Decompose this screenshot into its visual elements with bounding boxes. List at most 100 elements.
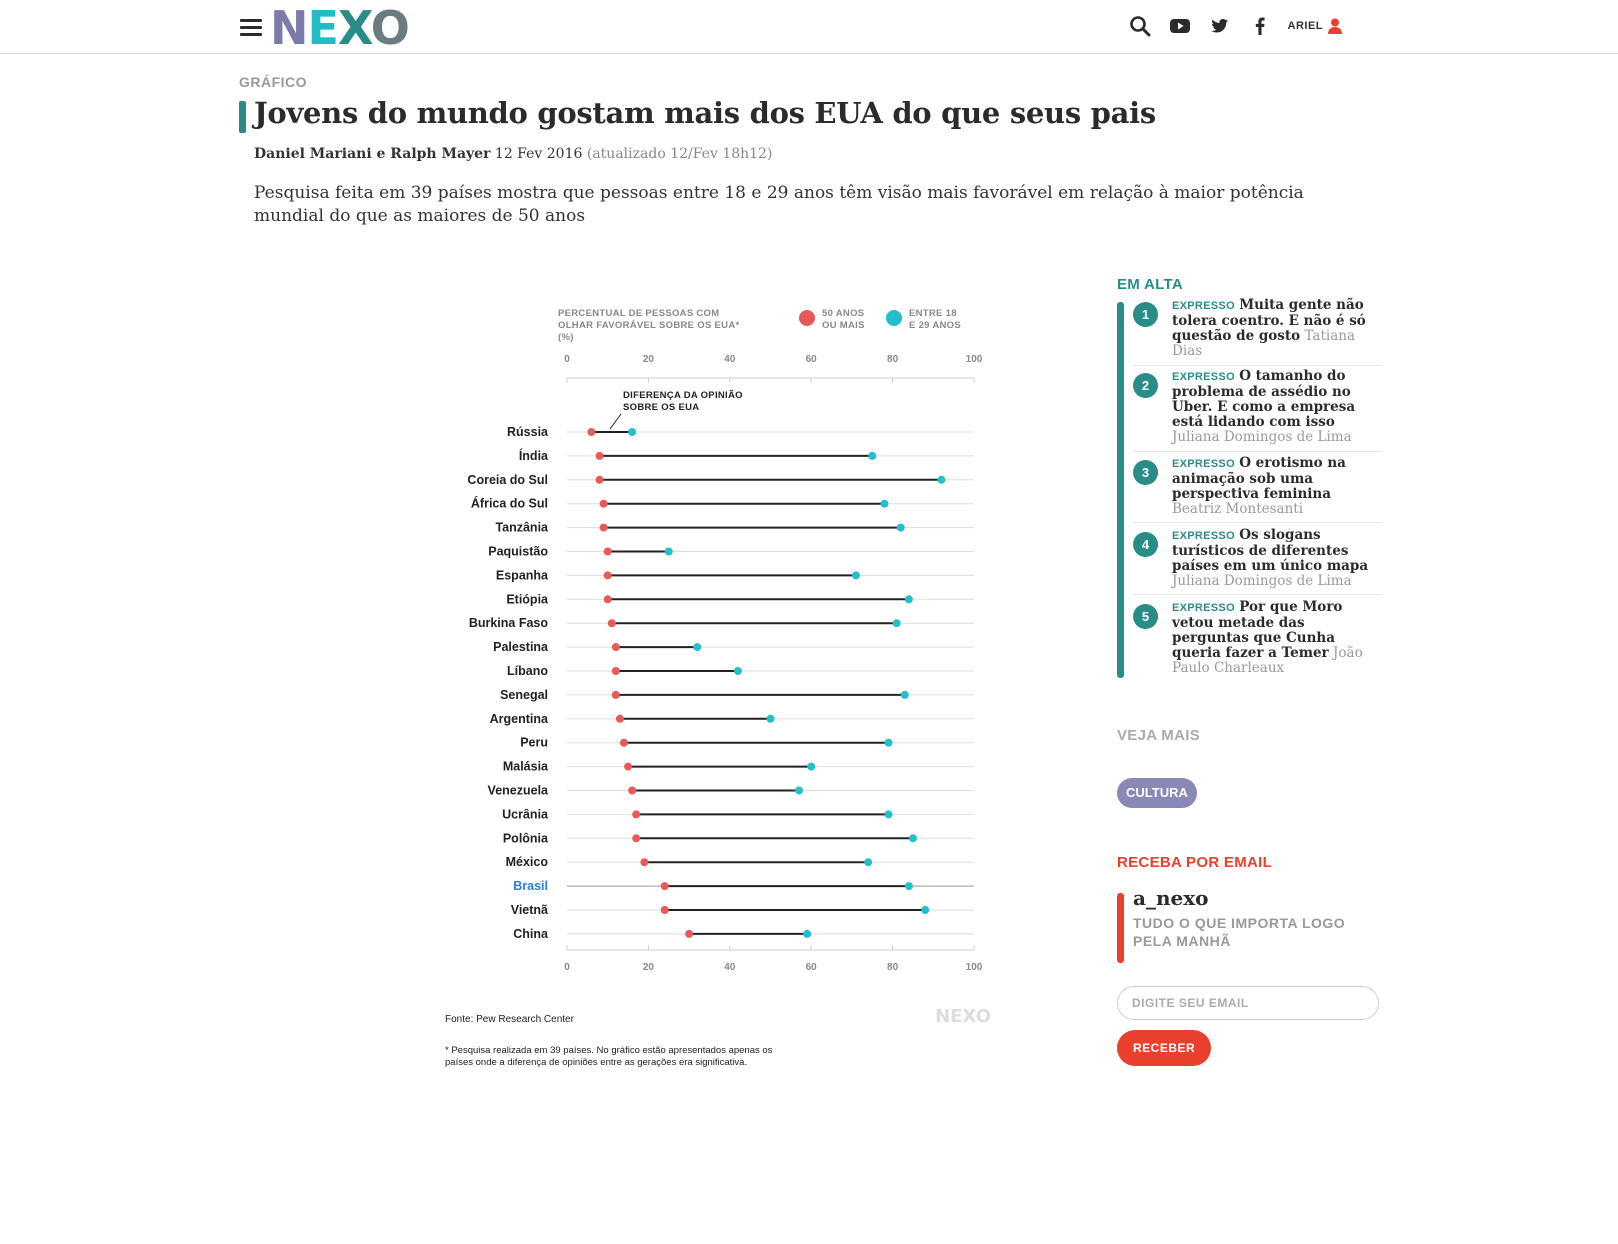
authors[interactable]: Daniel Mariani e Ralph Mayer (254, 146, 491, 162)
young-point (693, 643, 702, 652)
title-accent-bar (239, 101, 246, 133)
logo-letter: X (337, 1, 372, 55)
young-point (864, 858, 873, 867)
trending-item[interactable]: 4 EXPRESSO Os slogans turísticos de dife… (1133, 528, 1381, 595)
rank-badge: 4 (1133, 532, 1158, 557)
menu-icon[interactable] (240, 19, 262, 37)
annotation-leader (609, 413, 622, 430)
old-point (595, 451, 604, 460)
article-kicker[interactable]: GRÁFICO (239, 74, 308, 90)
young-point (896, 523, 905, 532)
trending-author: Juliana Domingos de Lima (1172, 573, 1352, 589)
trending-item[interactable]: 1 EXPRESSO Muita gente não tolera coentr… (1133, 298, 1381, 366)
old-point (640, 858, 649, 867)
logo-letter: N (270, 1, 308, 55)
old-point (599, 499, 608, 508)
country-label: Brasil (513, 879, 548, 893)
young-point (803, 929, 812, 938)
facebook-icon[interactable] (1248, 14, 1272, 38)
old-point (607, 619, 616, 628)
trending-text: EXPRESSO O tamanho do problema de assédi… (1172, 369, 1380, 445)
old-point (628, 786, 637, 795)
chart-source: Fonte: Pew Research Center (445, 1014, 575, 1025)
trending-title[interactable]: Muita gente não tolera coentro. E não é … (1172, 297, 1366, 344)
rank-badge: 1 (1133, 302, 1158, 327)
x-tick-label: 80 (887, 962, 899, 973)
young-point (851, 571, 860, 580)
chart-title-line: OLHAR FAVORÁVEL SOBRE OS EUA* (558, 320, 739, 331)
country-label: Peru (520, 736, 548, 750)
x-tick-label: 40 (724, 962, 736, 973)
chart-title-line: PERCENTUAL DE PESSOAS COM (558, 308, 719, 319)
country-label: África do Sul (471, 496, 548, 511)
trending-text: EXPRESSO O erotismo na animação sob uma … (1172, 456, 1380, 517)
young-point (884, 810, 893, 819)
old-point (611, 667, 620, 675)
annotation-label: SOBRE OS EUA (623, 402, 699, 413)
section-tag: EXPRESSO (1172, 371, 1235, 383)
trending-item[interactable]: 2 EXPRESSO O tamanho do problema de assé… (1133, 369, 1381, 452)
header-actions: ARIEL (1128, 14, 1344, 38)
nexo-logo[interactable]: NEXO (270, 1, 410, 55)
country-label: Malásia (503, 760, 549, 774)
old-point (632, 834, 641, 843)
legend-marker (799, 310, 815, 326)
country-label: Palestina (493, 640, 549, 654)
newsletter-accent-bar (1117, 893, 1124, 963)
young-point (908, 834, 917, 843)
country-label: Venezuela (488, 784, 549, 798)
country-label: Burkina Faso (469, 616, 549, 630)
top-bar: NEXO ARIEL (0, 0, 1618, 54)
section-tag: EXPRESSO (1172, 300, 1235, 312)
article-title: Jovens do mundo gostam mais dos EUA do q… (254, 96, 1156, 130)
old-point (599, 523, 608, 532)
country-label: Espanha (496, 568, 549, 582)
newsletter-heading: RECEBA POR EMAIL (1117, 854, 1273, 871)
rank-badge: 3 (1133, 460, 1158, 485)
trending-title[interactable]: O tamanho do problema de assédio no Uber… (1172, 368, 1356, 430)
annotation-label: DIFERENÇA DA OPINIÃO (623, 390, 743, 401)
trending-title[interactable]: Os slogans turísticos de diferentes país… (1172, 527, 1369, 574)
search-icon[interactable] (1128, 14, 1152, 38)
section-tag: EXPRESSO (1172, 602, 1235, 614)
young-point (884, 738, 893, 747)
twitter-icon[interactable] (1208, 14, 1232, 38)
user-name[interactable]: ARIEL (1287, 20, 1323, 32)
user-icon[interactable] (1327, 14, 1343, 38)
youtube-icon[interactable] (1168, 14, 1192, 38)
newsletter-description: TUDO O QUE IMPORTA LOGO PELA MANHÃ (1133, 915, 1346, 949)
young-point (880, 499, 889, 508)
email-input[interactable] (1117, 986, 1379, 1020)
country-label: China (513, 927, 549, 941)
section-tag: EXPRESSO (1172, 530, 1235, 542)
country-label: Índia (519, 448, 549, 463)
chart-title-line: (%) (558, 332, 574, 343)
em-alta-heading: EM ALTA (1117, 276, 1183, 293)
x-tick-label: 100 (966, 962, 983, 973)
young-point (892, 619, 901, 628)
country-label: Ucrânia (502, 807, 549, 821)
cultura-tag[interactable]: CULTURA (1117, 778, 1197, 808)
receber-button[interactable]: RECEBER (1117, 1030, 1212, 1066)
trending-author: João Paulo Charleaux (1172, 645, 1363, 676)
country-label: Coreia do Sul (467, 473, 548, 487)
trending-title[interactable]: Por que Moro vetou metade das perguntas … (1172, 599, 1343, 661)
article-lede: Pesquisa feita em 39 países mostra que p… (254, 183, 1304, 226)
young-point (868, 451, 877, 460)
country-label: Argentina (490, 712, 549, 726)
old-point (619, 738, 628, 747)
trending-item[interactable]: 5 EXPRESSO Por que Moro vetou metade das… (1133, 600, 1381, 678)
chart-footnote-line: países onde a diferença de opiniões entr… (445, 1057, 747, 1068)
old-point (615, 714, 624, 723)
trending-item[interactable]: 3 EXPRESSO O erotismo na animação sob um… (1133, 456, 1381, 523)
country-label: Rússia (507, 425, 549, 439)
dumbbell-chart: PERCENTUAL DE PESSOAS COM OLHAR FAVORÁVEL… (440, 300, 1000, 1100)
veja-mais-heading: VEJA MAIS (1117, 727, 1200, 744)
country-label: Paquistão (488, 545, 548, 559)
trending-title[interactable]: O erotismo na animação sob uma perspecti… (1172, 455, 1346, 502)
section-tag: EXPRESSO (1172, 458, 1235, 470)
legend-label: 50 ANOS (822, 308, 864, 319)
legend-label: ENTRE 18 (909, 308, 957, 319)
logo-letter: O (370, 1, 410, 55)
